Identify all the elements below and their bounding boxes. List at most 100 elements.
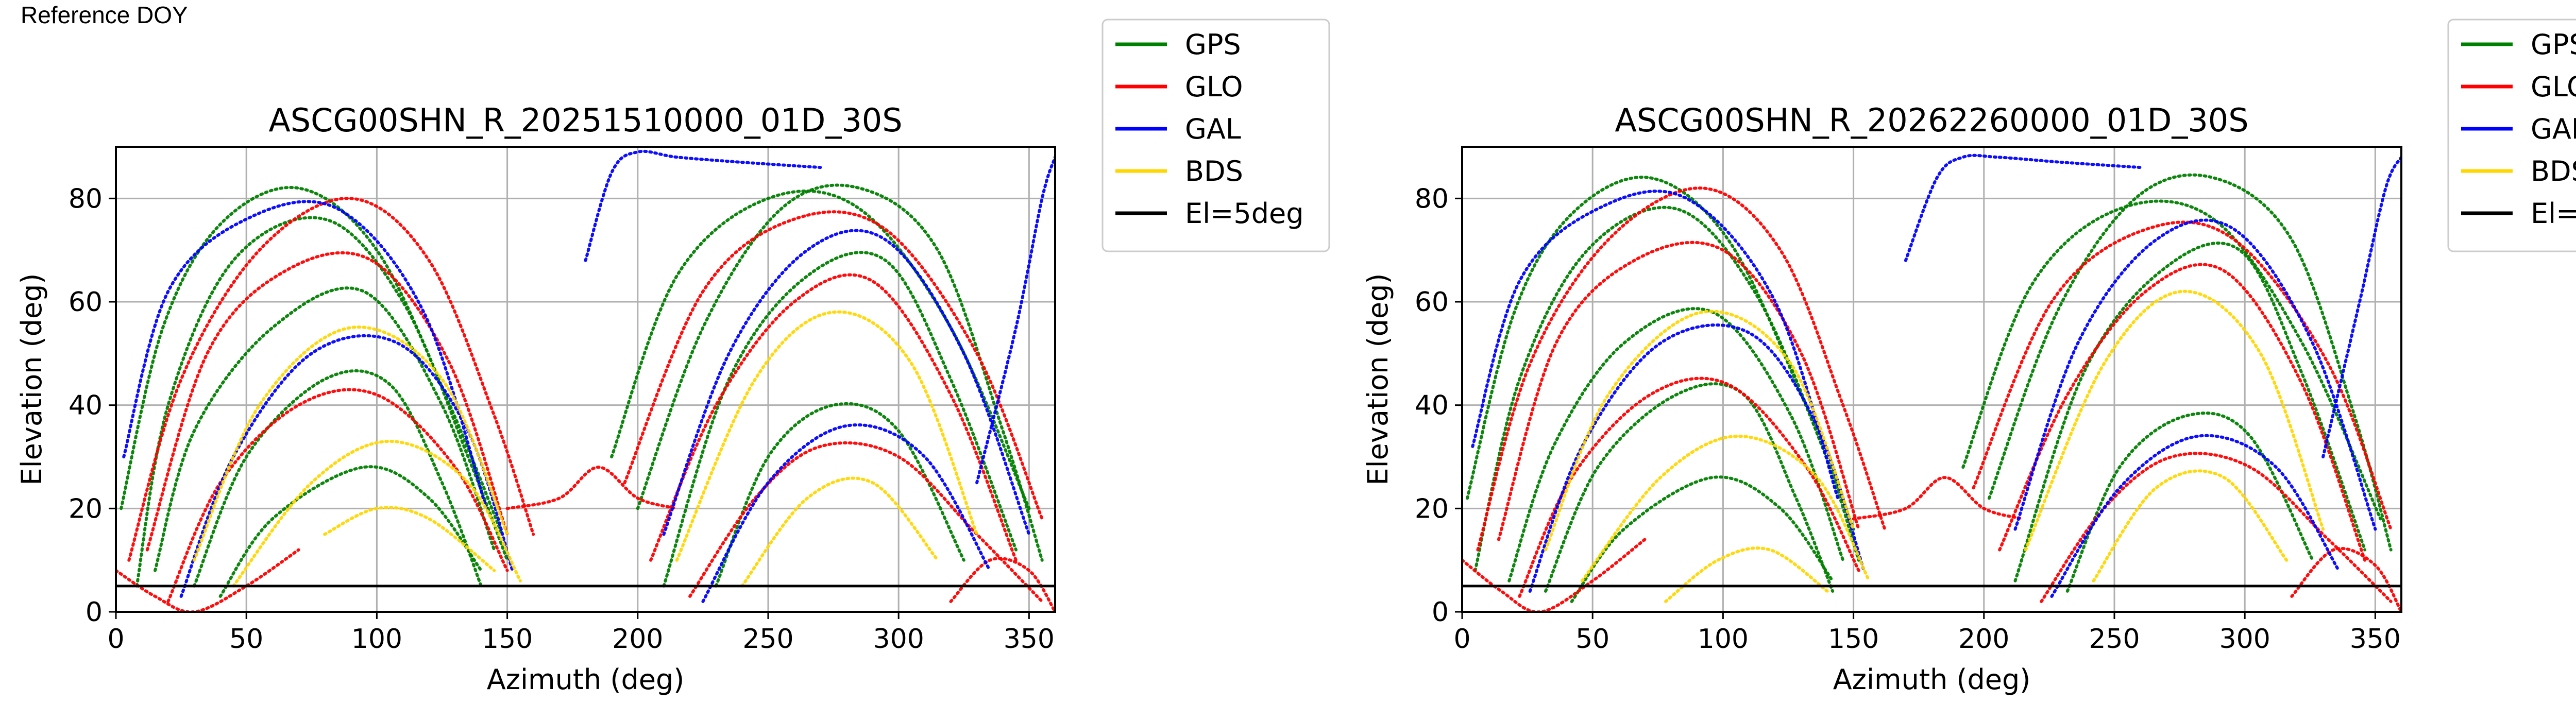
track-gps [1961, 199, 2382, 521]
legend-label-glo: GLO [1185, 71, 1243, 103]
track-glo [116, 548, 300, 612]
x-tick-label: 250 [742, 624, 793, 655]
x-tick-label: 100 [351, 624, 402, 655]
track-gps [1507, 307, 1845, 582]
track-gps [154, 286, 496, 572]
y-tick-label: 40 [69, 390, 103, 421]
track-glo [688, 441, 1044, 603]
legend-label-gal: GAL [2531, 113, 2576, 145]
legend-label-el=5deg: El=5deg [1185, 197, 1304, 230]
x-tick-label: 100 [1698, 624, 1749, 655]
track-glo [1497, 241, 1860, 541]
y-tick-label: 20 [69, 493, 103, 524]
track-gal [701, 423, 992, 603]
y-tick-label: 80 [1415, 183, 1449, 214]
track-glo [127, 197, 535, 562]
track-gal [122, 200, 488, 510]
track-bds [323, 506, 496, 572]
legend-label-gps: GPS [2531, 28, 2576, 61]
x-axis-label: Azimuth (deg) [487, 663, 685, 696]
track-bds [192, 325, 509, 562]
track-bds [1580, 434, 1871, 582]
legend-label-el=5deg: El=5deg [2531, 197, 2576, 230]
track-bds [1664, 546, 1829, 603]
legend-label-gps: GPS [1185, 28, 1241, 61]
x-tick-label: 250 [2089, 624, 2140, 655]
track-gps [714, 402, 965, 588]
y-tick-label: 0 [86, 597, 103, 628]
track-bds [1544, 310, 1855, 552]
x-axis-label: Azimuth (deg) [1833, 663, 2031, 696]
track-glo [623, 210, 1044, 521]
x-tick-label: 350 [2350, 624, 2401, 655]
y-tick-label: 60 [69, 287, 103, 318]
track-bds [740, 476, 940, 588]
track-glo [2290, 546, 2401, 612]
y-tick-label: 80 [69, 183, 103, 214]
satellite-tracks [1462, 153, 2401, 612]
track-bds [231, 439, 522, 588]
track-glo [1998, 263, 2367, 562]
y-tick-label: 20 [1415, 493, 1449, 524]
track-glo [2040, 452, 2393, 603]
x-tick-label: 350 [1004, 624, 1055, 655]
track-glo [1476, 186, 1887, 552]
x-tick-label: 150 [482, 624, 533, 655]
x-tick-label: 0 [107, 624, 124, 655]
track-gal [662, 229, 1031, 536]
x-tick-label: 150 [1828, 624, 1879, 655]
track-gps [1987, 173, 2393, 552]
y-axis-label: Elevation (deg) [1362, 273, 1394, 486]
legend: GPS GLO GAL BDS El=5deg [1101, 19, 1330, 252]
y-tick-label: 60 [1415, 287, 1449, 318]
reference-doy-label: Reference DOY [21, 2, 188, 28]
track-glo [145, 251, 509, 552]
track-gps [2013, 241, 2367, 582]
legend-box [1101, 19, 1330, 252]
track-gal [584, 149, 822, 262]
legend-label-bds: BDS [1185, 155, 1243, 187]
chart-title: ASCG00SHN_R_20251510000_01D_30S [268, 101, 902, 139]
track-gal [2321, 156, 2401, 458]
track-gps [1473, 205, 1860, 572]
satellite-tracks [116, 149, 1055, 612]
track-glo [649, 273, 1018, 562]
track-glo [1852, 476, 2025, 521]
track-glo [949, 557, 1055, 612]
track-gps [2065, 412, 2314, 593]
track-gal [2050, 434, 2341, 598]
x-tick-label: 300 [2219, 624, 2270, 655]
track-gal [1471, 190, 1840, 500]
track-gps [120, 186, 504, 536]
track-gps [135, 216, 509, 588]
track-gps [610, 189, 1031, 510]
track-bds [675, 310, 979, 562]
track-gps [636, 183, 1044, 562]
x-tick-label: 200 [1958, 624, 2009, 655]
track-gps [1544, 382, 1835, 593]
track-glo [1972, 220, 2393, 531]
y-tick-label: 40 [1415, 390, 1449, 421]
y-tick-label: 0 [1432, 597, 1449, 628]
legend-label-bds: BDS [2531, 155, 2576, 187]
track-gps [662, 251, 1018, 588]
chart-panel-right: 0 50 100 150 200 250 300 350 0 20 40 60 80 ASCG00SHN_… [1362, 19, 2576, 696]
track-bds [2024, 289, 2325, 552]
legend-box [2447, 19, 2576, 252]
legend: GPS GLO GAL BDS El=5deg [2447, 19, 2576, 252]
x-tick-label: 50 [1575, 624, 1609, 655]
chart-panel-left: 0 50 100 150 200 250 300 350 0 20 40 60 80 ASCG00SHN_… [15, 19, 1330, 696]
x-tick-label: 0 [1453, 624, 1470, 655]
track-gal [1904, 153, 2142, 262]
track-gps [192, 369, 483, 588]
axes-frame [115, 146, 1056, 613]
axes-frame [1461, 146, 2402, 613]
track-gal [2013, 218, 2377, 531]
x-tick-label: 200 [612, 624, 663, 655]
track-bds [2092, 469, 2289, 582]
track-glo [166, 388, 509, 603]
track-glo [505, 466, 679, 510]
chart-title: ASCG00SHN_R_20262260000_01D_30S [1615, 101, 2248, 139]
track-glo [1462, 538, 1647, 612]
